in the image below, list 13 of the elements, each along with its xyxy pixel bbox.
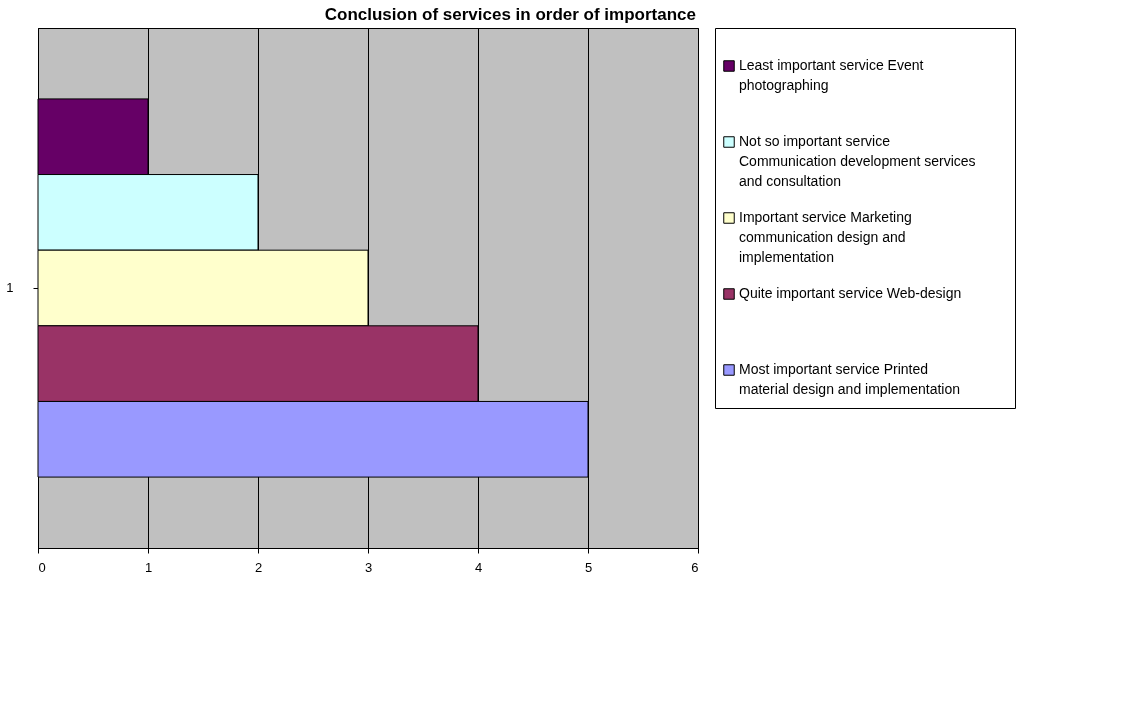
chart-title: Conclusion of services in order of importance xyxy=(324,4,697,24)
x-tick-label: 3 xyxy=(364,559,373,575)
legend-label: Quite important service Web-design xyxy=(739,285,962,301)
legend-label: Important service Marketing communication design and implementation xyxy=(739,209,912,265)
x-tick-label: 0 xyxy=(38,559,46,575)
legend-label: Most important service Printed material design and implementation xyxy=(739,361,961,397)
x-tick-label: 2 xyxy=(254,559,263,575)
x-tick-label: 4 xyxy=(474,559,483,575)
legend-label: Least important service Event photographing xyxy=(739,57,924,93)
x-tick-label: 5 xyxy=(584,559,593,575)
legend-label: Not so important service Communication development services and consultation xyxy=(739,133,976,189)
x-tick-label: 6 xyxy=(691,559,699,575)
x-tick-label: 1 xyxy=(144,559,153,575)
